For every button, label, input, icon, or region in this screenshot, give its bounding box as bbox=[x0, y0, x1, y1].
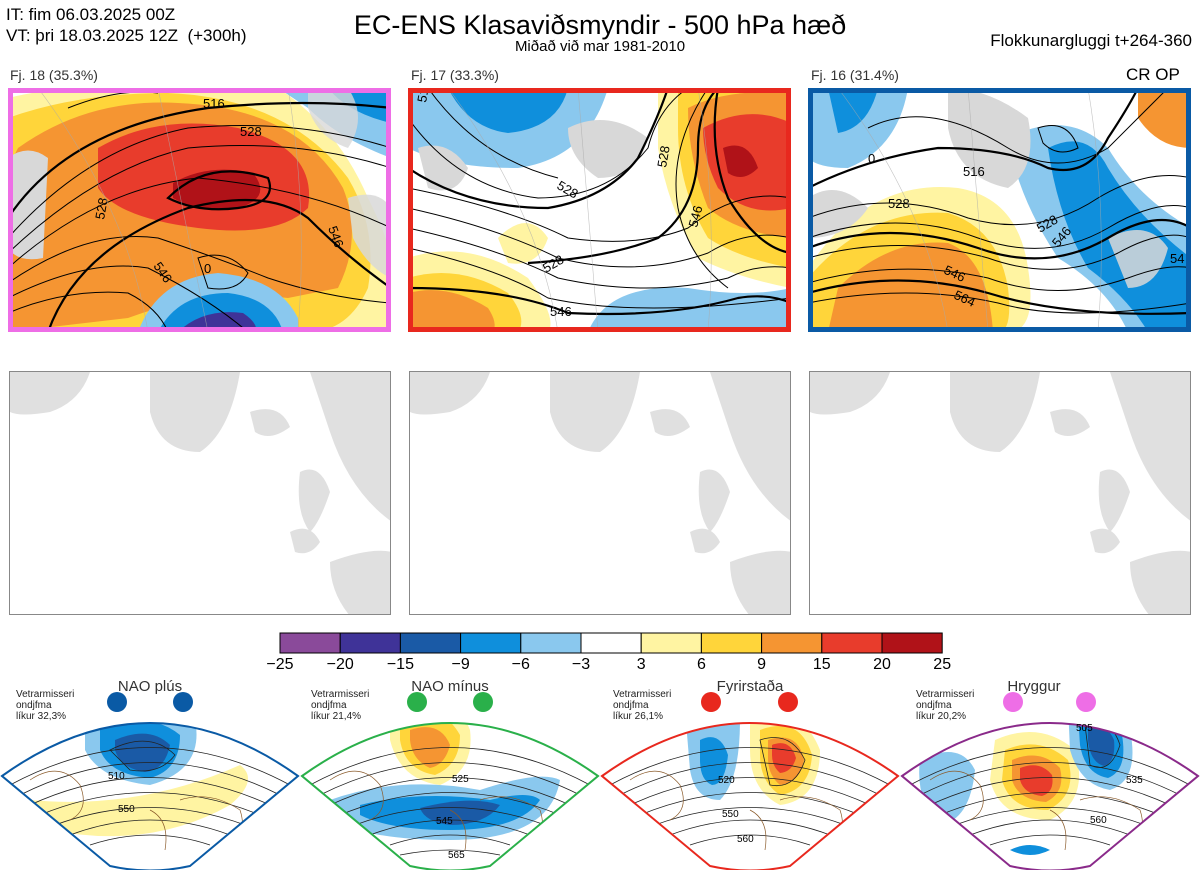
colorbar-cell bbox=[580, 632, 642, 654]
contour-label: 528 bbox=[888, 196, 910, 211]
cluster-1-map: 516 528 528 546 546 0 bbox=[8, 88, 391, 332]
empty-map-2 bbox=[409, 371, 791, 615]
regime-2-dot bbox=[407, 692, 427, 712]
colorbar-tick-label: 15 bbox=[812, 656, 831, 673]
regime-3-info: Vetrarmisseri ondjfma líkur 26,1% bbox=[613, 689, 672, 722]
contour-label: 560 bbox=[1090, 815, 1107, 826]
colorbar-tick-label: −25 bbox=[266, 656, 294, 673]
regime-2-dot bbox=[473, 692, 493, 712]
regime-1-map: 510 550 bbox=[0, 692, 300, 870]
contour-label: 510 bbox=[108, 771, 125, 782]
colorbar-tick-label: 6 bbox=[696, 656, 706, 673]
contour-label: 550 bbox=[722, 809, 739, 820]
cluster-1-anomaly-field: 516 528 528 546 546 0 bbox=[8, 88, 391, 332]
cluster-2-frame bbox=[408, 88, 791, 332]
colorbar-cell bbox=[460, 632, 522, 654]
colorbar-cell bbox=[339, 632, 401, 654]
contour-label: 525 bbox=[452, 774, 469, 785]
regime-1-info: Vetrarmisseri ondjfma líkur 32,3% bbox=[16, 689, 75, 722]
colorbar-tick-label: 25 bbox=[933, 656, 952, 673]
regime-1-title: NAO plús bbox=[117, 678, 183, 695]
colorbar-tick-label: −20 bbox=[326, 656, 354, 673]
contour-label: 505 bbox=[1076, 723, 1093, 734]
contour-label: 528 bbox=[240, 124, 262, 139]
cluster-1-frame bbox=[8, 88, 391, 332]
regime-2-info: Vetrarmisseri ondjfma líkur 21,4% bbox=[311, 689, 370, 722]
contour-label: 520 bbox=[718, 775, 735, 786]
empty-map-3 bbox=[809, 371, 1191, 615]
classification-window: Flokkunargluggi t+264-360 bbox=[990, 31, 1192, 50]
cluster-1-label: Fj. 18 (35.3%) bbox=[10, 67, 98, 83]
contour-label: 54 bbox=[1170, 251, 1184, 266]
colorbar-cell bbox=[700, 632, 763, 654]
valid-time: VT: þri 18.03.2025 12Z (+300h) bbox=[6, 26, 247, 45]
regime-4-dot bbox=[1003, 692, 1023, 712]
contour-label: 516 bbox=[963, 164, 985, 179]
regime-3-title: Fyrirstaða bbox=[716, 678, 784, 695]
colorbar-tick-label: −15 bbox=[386, 656, 414, 673]
contour-label: 546 bbox=[325, 224, 347, 250]
regime-3-dot bbox=[778, 692, 798, 712]
regime-1-dot bbox=[107, 692, 127, 712]
contour-label: 528 bbox=[654, 145, 673, 169]
contour-label: 560 bbox=[737, 834, 754, 845]
regime-3-map: 520 550 560 bbox=[600, 692, 900, 870]
empty-map-1 bbox=[9, 371, 391, 615]
contour-label: 546 bbox=[550, 304, 572, 319]
header-times: IT: fim 06.03.2025 00Z VT: þri 18.03.2025… bbox=[6, 4, 247, 46]
contour-label: 535 bbox=[1126, 775, 1143, 786]
regime-4-info: Vetrarmisseri ondjfma líkur 20,2% bbox=[916, 689, 975, 722]
colorbar-cell bbox=[520, 632, 582, 654]
cluster-3-label: Fj. 16 (31.4%) bbox=[811, 67, 899, 83]
colorbar-tick-label: 20 bbox=[873, 656, 891, 673]
init-time: IT: fim 06.03.2025 00Z bbox=[6, 5, 176, 24]
cluster-3-map: 0 516 528 528 546 564 546 54 bbox=[808, 88, 1191, 332]
colorbar-tick-label: −3 bbox=[571, 656, 591, 673]
colorbar-cell bbox=[761, 632, 823, 654]
colorbar-cell bbox=[881, 632, 943, 654]
contour-label: 0 bbox=[868, 151, 875, 166]
regime-2-map: 525 545 565 bbox=[300, 692, 600, 870]
control-operational-flag: CR OP bbox=[1126, 65, 1180, 84]
contour-label: 545 bbox=[436, 816, 453, 827]
contour-label: 516 bbox=[203, 96, 225, 111]
cluster-2-map: 516 528 546 528 546 528 bbox=[408, 88, 791, 332]
cluster-3-frame bbox=[808, 88, 1191, 332]
contour-label: 0 bbox=[204, 261, 211, 276]
colorbar-tick-label: −6 bbox=[511, 656, 530, 673]
page-subtitle: Miðað við mar 1981-2010 bbox=[514, 38, 686, 55]
cluster-2-label: Fj. 17 (33.3%) bbox=[411, 67, 499, 83]
colorbar-tick-label: 3 bbox=[636, 656, 646, 673]
colorbar-cell bbox=[399, 632, 462, 654]
contour-label: 528 bbox=[92, 197, 111, 221]
colorbar-cell bbox=[640, 632, 702, 654]
regime-4-map: 505 535 560 bbox=[900, 692, 1200, 870]
contour-label: 565 bbox=[448, 850, 465, 861]
regime-2-title: NAO mínus bbox=[411, 678, 489, 695]
colorbar-tick-label: −9 bbox=[451, 656, 470, 673]
contour-label: 546 bbox=[685, 204, 705, 229]
colorbar-cell bbox=[821, 632, 883, 654]
regime-3-dot bbox=[701, 692, 721, 712]
page-title: EC-ENS Klasaviðsmyndir - 500 hPa hæð bbox=[353, 10, 847, 40]
colorbar bbox=[279, 632, 943, 654]
colorbar-tick-label: 9 bbox=[757, 656, 767, 673]
cluster-3-anomaly-field: 0 516 528 528 546 564 546 54 bbox=[808, 88, 1191, 332]
colorbar-cell bbox=[279, 632, 341, 654]
regime-4-dot bbox=[1076, 692, 1096, 712]
cluster-2-anomaly-field: 516 528 546 528 546 528 bbox=[408, 88, 791, 332]
regime-4-title: Hryggur bbox=[1007, 678, 1061, 695]
regime-1-dot bbox=[173, 692, 193, 712]
contour-label: 550 bbox=[118, 804, 135, 815]
